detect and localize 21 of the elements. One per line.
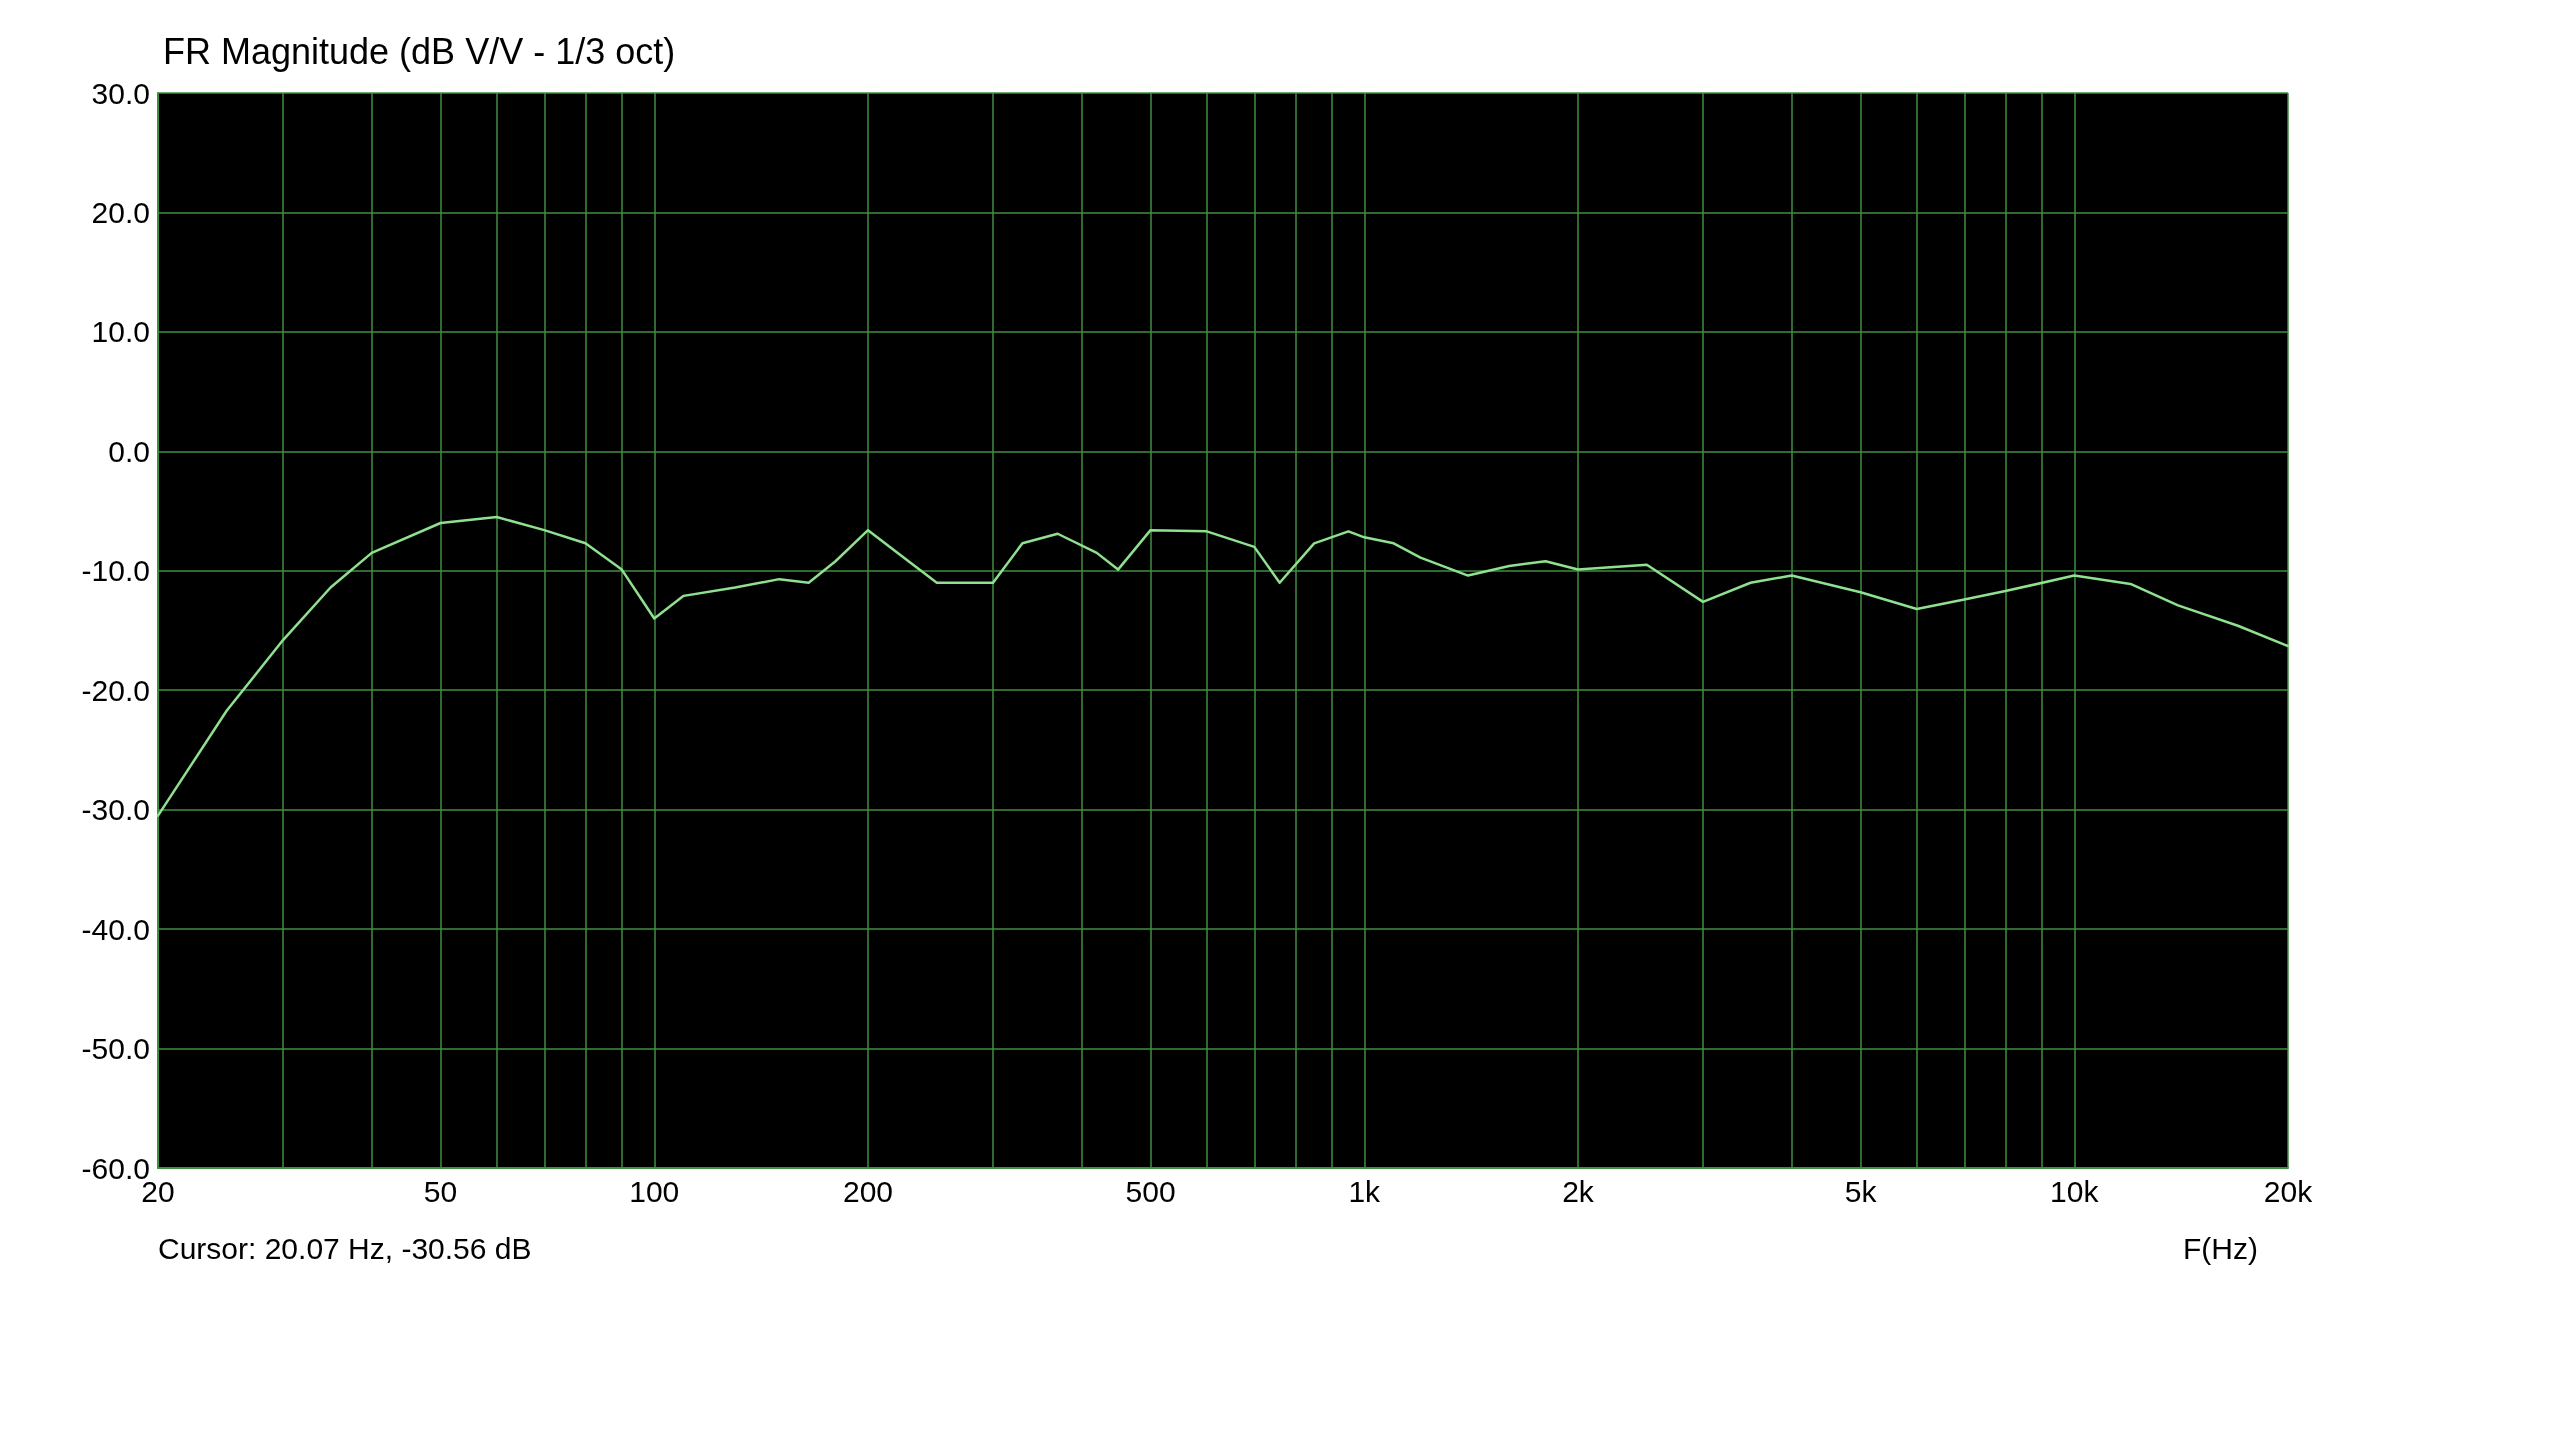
x-tick-label: 200: [842, 1174, 894, 1208]
x-tick-label: 500: [1125, 1174, 1176, 1208]
y-tick-label: -40.0: [81, 912, 150, 946]
y-tick-label: -20.0: [81, 673, 150, 707]
y-tick-label: 30.0: [91, 76, 150, 110]
y-tick-label: -10.0: [81, 554, 150, 588]
x-tick-label: 1k: [1348, 1174, 1382, 1208]
x-tick-label: 10k: [2050, 1174, 2100, 1208]
text: Cursor: 20.07 Hz, -30.56 dB: [158, 1231, 532, 1265]
x-tick-label: 2k: [1562, 1174, 1595, 1208]
y-tick-label: 10.0: [91, 315, 150, 349]
x-tick-label: 100: [629, 1174, 680, 1208]
y-tick-label: -50.0: [81, 1032, 150, 1066]
x-axis-title: F(Hz): [2183, 1231, 2259, 1265]
y-tick-label: 0.0: [108, 434, 150, 468]
x-tick-label: 20k: [2263, 1174, 2314, 1208]
x-tick-label: 50: [423, 1174, 458, 1208]
chart-title: FR Magnitude (dB V/V - 1/3 oct): [163, 30, 676, 72]
y-tick-label: -30.0: [81, 793, 150, 827]
x-tick-label: 5k: [1844, 1174, 1878, 1208]
y-tick-label: 20.0: [91, 195, 150, 229]
